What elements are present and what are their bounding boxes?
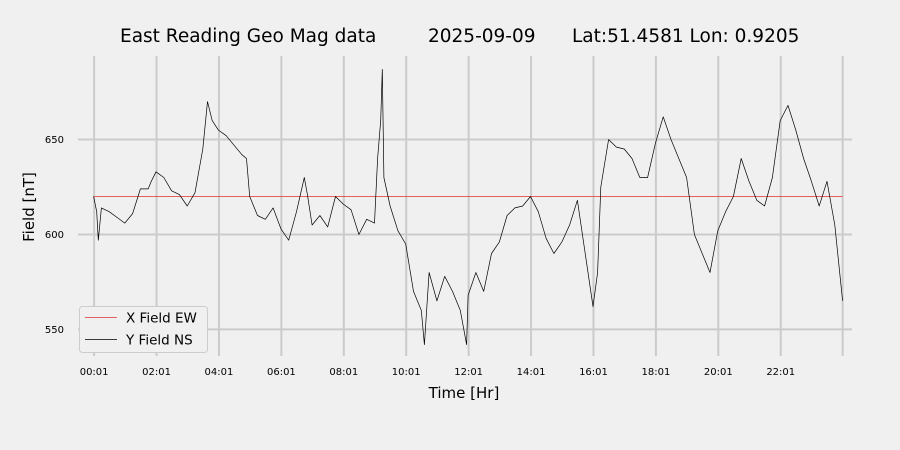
chart-title-text: East Reading Geo Mag data [120, 26, 376, 47]
y-tick-label: 650 [45, 135, 64, 146]
y-tick-labels: 550 600 650 [45, 135, 64, 336]
x-tick-label: 04:01 [205, 367, 234, 378]
x-tick-label: 14:01 [517, 367, 546, 378]
x-tick-label: 06:01 [267, 367, 296, 378]
x-tick-label: 10:01 [392, 367, 421, 378]
x-tick-label: 20:01 [704, 367, 733, 378]
legend-label-x-field: X Field EW [126, 311, 197, 327]
x-tick-label: 16:01 [579, 367, 608, 378]
legend: X Field EW Y Field NS [79, 306, 208, 353]
x-tick-label: 08:01 [329, 367, 358, 378]
x-tick-labels: 00:01 02:01 04:01 06:01 08:01 10:01 12:01 14:01… [80, 367, 795, 378]
x-tick-label: 22:01 [766, 367, 795, 378]
y-tick-label: 600 [45, 230, 64, 241]
chart-title-date: 2025-09-09 [428, 26, 536, 47]
chart-title-location: Lat:51.4581 Lon: 0.9205 [572, 26, 799, 47]
legend-label-y-field: Y Field NS [125, 333, 193, 349]
legend-box [79, 306, 208, 353]
x-tick-label: 02:01 [142, 367, 171, 378]
y-tick-label: 550 [45, 325, 64, 336]
x-tick-label: 12:01 [454, 367, 483, 378]
x-axis-label: Time [Hr] [428, 384, 500, 402]
x-tick-label: 18:01 [641, 367, 670, 378]
plot-series [93, 68, 843, 345]
chart-title: East Reading Geo Mag data 2025-09-09 Lat… [120, 26, 799, 47]
series-line-y-field-ns [93, 68, 843, 345]
x-tick-label: 00:01 [80, 367, 109, 378]
y-axis-label: Field [nT] [20, 172, 38, 242]
